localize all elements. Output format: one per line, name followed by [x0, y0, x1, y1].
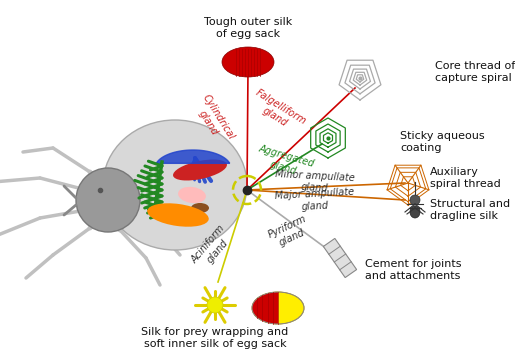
Ellipse shape	[222, 47, 274, 77]
Text: Minor ampullate
gland: Minor ampullate gland	[274, 169, 355, 195]
Text: Aggregated
gland: Aggregated gland	[254, 144, 316, 180]
Text: Pyriform
gland: Pyriform gland	[267, 213, 313, 251]
Circle shape	[207, 297, 223, 313]
Text: Silk for prey wrapping and
soft inner silk of egg sack: Silk for prey wrapping and soft inner si…	[142, 327, 288, 349]
Circle shape	[76, 168, 140, 232]
Ellipse shape	[191, 203, 209, 213]
Circle shape	[410, 195, 420, 205]
Ellipse shape	[173, 159, 227, 180]
Polygon shape	[156, 150, 230, 163]
Text: Falgelliform
gland: Falgelliform gland	[248, 88, 308, 136]
Text: Structural and
dragline silk: Structural and dragline silk	[430, 199, 510, 221]
Polygon shape	[323, 239, 356, 278]
Text: Auxiliary
spiral thread: Auxiliary spiral thread	[430, 167, 501, 189]
Polygon shape	[252, 292, 278, 324]
Ellipse shape	[410, 206, 420, 218]
Text: Tough outer silk
of egg sack: Tough outer silk of egg sack	[204, 17, 292, 39]
Text: Core thread of
capture spiral: Core thread of capture spiral	[435, 61, 515, 83]
Ellipse shape	[147, 203, 209, 227]
Text: Sticky aqueous
coating: Sticky aqueous coating	[400, 131, 485, 153]
Text: Cement for joints
and attachments: Cement for joints and attachments	[365, 259, 461, 281]
Text: Cylindrical
gland: Cylindrical gland	[190, 93, 236, 147]
Text: Aciniform
gland: Aciniform gland	[190, 223, 236, 273]
Text: Major ampullate
gland: Major ampullate gland	[274, 187, 355, 213]
Ellipse shape	[252, 292, 304, 324]
Ellipse shape	[178, 187, 206, 203]
Ellipse shape	[103, 120, 247, 250]
